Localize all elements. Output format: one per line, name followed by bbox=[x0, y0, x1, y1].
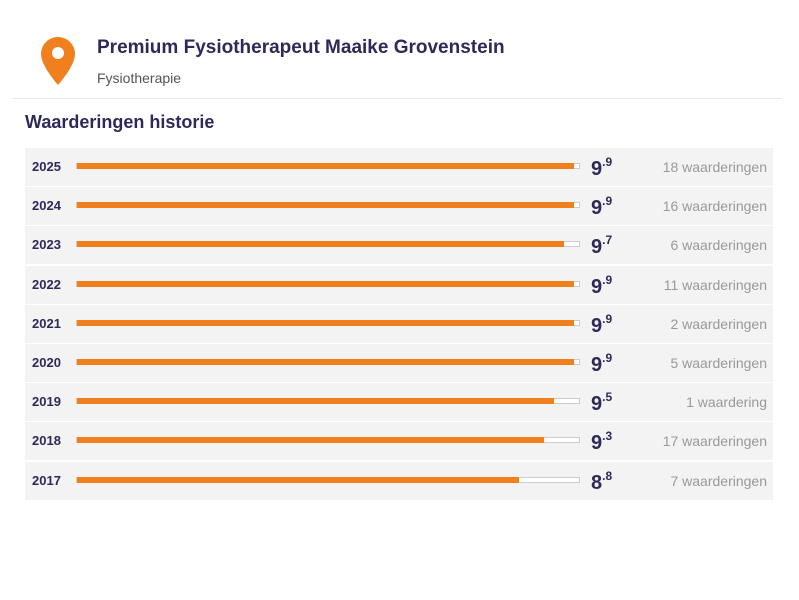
year-label: 2020 bbox=[32, 355, 61, 370]
location-icon bbox=[41, 37, 75, 85]
bar bbox=[77, 476, 519, 483]
bar bbox=[77, 241, 564, 248]
review-count: 6 waarderingen bbox=[670, 237, 767, 254]
bar-track bbox=[76, 163, 580, 169]
bar-track bbox=[76, 398, 580, 405]
year-label: 2022 bbox=[32, 276, 61, 292]
bar-track bbox=[76, 359, 580, 365]
bar bbox=[77, 163, 574, 169]
rating-row: 2020 9.9 5 waarderingen bbox=[25, 344, 773, 382]
rating-row: 2022 9.9 11 waarderingen bbox=[25, 265, 773, 304]
rating-row: 2025 9.9 18 waarderingen bbox=[25, 148, 773, 186]
year-label: 2018 bbox=[32, 433, 61, 449]
rating-row: 2019 9.5 1 waardering bbox=[25, 383, 773, 422]
bar bbox=[77, 437, 544, 444]
score-label: 9.5 bbox=[591, 390, 613, 416]
bar bbox=[77, 319, 574, 326]
bar-track bbox=[76, 202, 580, 209]
bar-track bbox=[76, 241, 580, 248]
bar-track bbox=[76, 280, 580, 287]
score-label: 9.9 bbox=[591, 351, 613, 376]
subtitle: Fysiotherapie bbox=[97, 70, 182, 86]
year-label: 2017 bbox=[32, 472, 61, 488]
score-label: 8.8 bbox=[591, 468, 613, 494]
score-label: 9.7 bbox=[591, 233, 613, 259]
score-label: 9.9 bbox=[591, 272, 613, 298]
score-label: 9.9 bbox=[591, 155, 613, 180]
bar-track bbox=[76, 437, 580, 444]
bar-track bbox=[76, 476, 580, 483]
bar-track bbox=[76, 319, 580, 326]
year-label: 2024 bbox=[32, 198, 61, 214]
score-label: 9.9 bbox=[591, 194, 613, 220]
rating-row: 2021 9.9 2 waarderingen bbox=[25, 304, 773, 343]
review-count: 16 waarderingen bbox=[662, 198, 767, 215]
score-label: 9.3 bbox=[591, 429, 613, 455]
bar bbox=[77, 202, 574, 209]
year-label: 2021 bbox=[32, 315, 61, 331]
title: Premium Fysiotherapeut Maaike Grovenstei… bbox=[97, 37, 505, 58]
bar bbox=[77, 280, 574, 287]
review-count: 5 waarderingen bbox=[670, 355, 767, 371]
score-label: 9.9 bbox=[591, 311, 613, 337]
bar bbox=[77, 359, 574, 365]
section-title: Waarderingen historie bbox=[25, 112, 215, 132]
bar bbox=[77, 398, 554, 405]
divider bbox=[12, 98, 782, 99]
year-label: 2023 bbox=[32, 237, 61, 253]
review-count: 18 waarderingen bbox=[662, 159, 767, 175]
year-label: 2019 bbox=[32, 394, 61, 410]
rating-row: 2018 9.3 17 waarderingen bbox=[25, 422, 773, 461]
review-count: 11 waarderingen bbox=[663, 276, 767, 293]
rating-row: 2017 8.8 7 waarderingen bbox=[25, 461, 773, 500]
rating-row: 2024 9.9 16 waarderingen bbox=[25, 187, 773, 226]
review-count: 17 waarderingen bbox=[662, 433, 767, 450]
rating-row: 2023 9.7 6 waarderingen bbox=[25, 226, 773, 265]
review-count: 7 waarderingen bbox=[670, 472, 767, 489]
review-count: 1 waardering bbox=[686, 394, 767, 411]
review-count: 2 waarderingen bbox=[670, 315, 767, 332]
year-label: 2025 bbox=[32, 159, 61, 174]
